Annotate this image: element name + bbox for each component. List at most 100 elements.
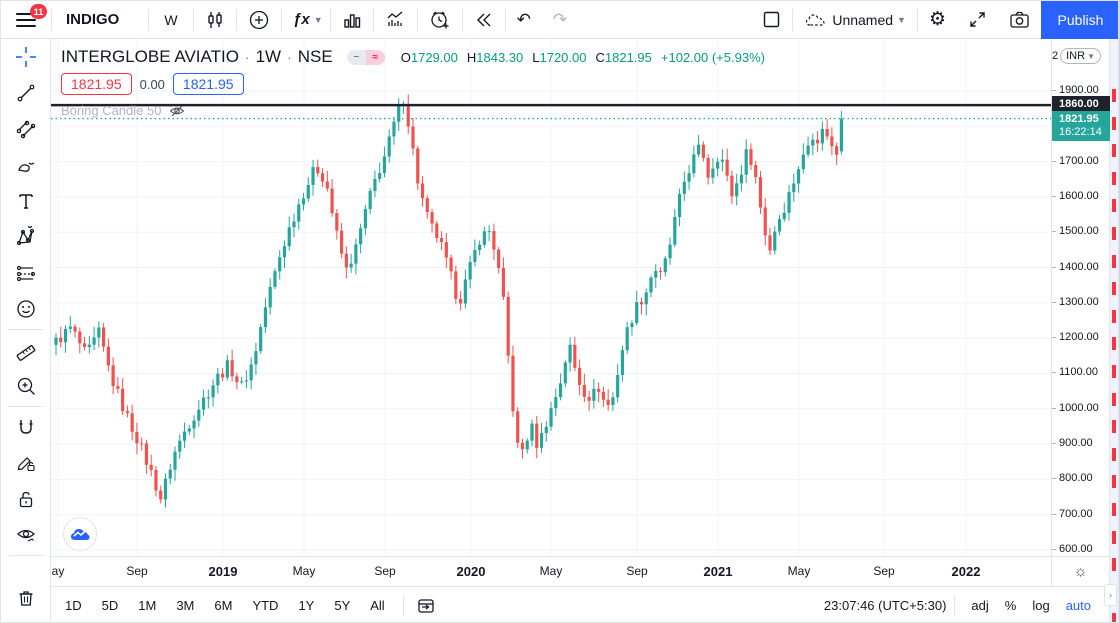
- trend-line-tool[interactable]: [7, 75, 45, 111]
- indicators-chevron[interactable]: ▼: [313, 14, 323, 25]
- indicators-button[interactable]: ƒx: [293, 11, 310, 28]
- zoom-in-tool[interactable]: [7, 368, 45, 404]
- layout-chevron-icon: ▼: [897, 14, 906, 25]
- hide-all-tool[interactable]: [7, 517, 45, 553]
- tradingview-logo-button[interactable]: [63, 517, 97, 551]
- camera-icon: [1010, 11, 1029, 28]
- high-value: 1843.30: [476, 49, 524, 65]
- candles-icon: [208, 11, 222, 28]
- eye-off-icon[interactable]: [169, 104, 185, 118]
- range-button-all[interactable]: All: [370, 598, 385, 613]
- prediction-tool[interactable]: [7, 255, 45, 291]
- interval-button[interactable]: W: [164, 11, 178, 28]
- expand-panel-button[interactable]: ›: [1104, 584, 1117, 606]
- redo-button[interactable]: ↷: [552, 9, 568, 29]
- remove-all-tool[interactable]: [7, 580, 45, 616]
- time-tick: 2021: [703, 564, 733, 579]
- chart-properties-button[interactable]: ⚙: [928, 9, 946, 30]
- level-price-label: 1860.00: [1052, 96, 1110, 113]
- drawing-toolbar: [1, 39, 51, 622]
- alert-button[interactable]: [418, 1, 462, 38]
- percent-scale-toggle[interactable]: %: [1004, 598, 1017, 613]
- magnet-tool[interactable]: [7, 409, 45, 445]
- legend-separator: ·: [287, 49, 292, 65]
- time-tick: 2019: [208, 564, 238, 579]
- adjust-data-toggle[interactable]: adj: [971, 598, 989, 613]
- divider: [954, 595, 956, 616]
- change-value: +102.00 (+5.93%): [660, 49, 765, 65]
- axis-settings-button[interactable]: ☼: [1051, 556, 1109, 586]
- range-button-1y[interactable]: 1Y: [298, 598, 315, 613]
- range-button-3m[interactable]: 3M: [176, 598, 195, 613]
- alarm-clock-plus-icon: [430, 10, 449, 28]
- divider: [792, 8, 794, 31]
- layout-name: Unnamed: [832, 11, 894, 28]
- symbol-search-button[interactable]: INDIGO: [66, 11, 120, 28]
- bar-countdown: 16:22:14: [1059, 125, 1102, 138]
- legend-exchange[interactable]: NSE: [297, 47, 333, 66]
- log-scale-toggle[interactable]: log: [1032, 598, 1050, 613]
- limit-price-box[interactable]: 1821.95: [172, 73, 244, 95]
- watchlist-flash-dash: [1112, 337, 1116, 351]
- price-tick: 1600.00: [1052, 190, 1099, 202]
- price-axis-top: 2 INR ▼: [1052, 48, 1101, 64]
- fullscreen-button[interactable]: [957, 1, 998, 38]
- indicator-name[interactable]: Boring Candle 50: [61, 103, 162, 118]
- pattern-tool[interactable]: [7, 219, 45, 255]
- bar-replay-button[interactable]: [463, 1, 505, 38]
- save-layout-button[interactable]: Unnamed ▼: [793, 1, 917, 38]
- legend-interval[interactable]: 1W: [255, 47, 282, 66]
- watchlist-flash-dash: [1112, 144, 1116, 158]
- magnet-icon: [19, 420, 32, 434]
- gann-fib-icon: [16, 120, 35, 139]
- main-menu-button[interactable]: 11: [1, 1, 51, 38]
- measure-tool[interactable]: [7, 332, 45, 368]
- chart-style-button[interactable]: [194, 1, 236, 38]
- time-tick: Sep: [873, 564, 895, 578]
- clock-label[interactable]: 23:07:46 (UTC+5:30): [823, 598, 947, 613]
- range-button-ytd[interactable]: YTD: [252, 598, 279, 613]
- time-tick: May: [787, 564, 811, 578]
- collapsed-watchlist-strip[interactable]: ›: [1104, 39, 1118, 622]
- range-button-6m[interactable]: 6M: [214, 598, 233, 613]
- alert-price-box[interactable]: 1821.95: [61, 73, 132, 95]
- legend-symbol-title[interactable]: INTERGLOBE AVIATIO: [61, 47, 239, 66]
- range-button-5y[interactable]: 5Y: [334, 598, 351, 613]
- candlestick-chart[interactable]: [51, 39, 1051, 556]
- layout-select-button[interactable]: [751, 1, 792, 38]
- brush-tool[interactable]: [7, 147, 45, 183]
- auto-scale-toggle[interactable]: auto: [1065, 598, 1091, 613]
- go-to-date-button[interactable]: [412, 596, 440, 616]
- time-axis[interactable]: ay Sep 2019 May Sep 2020 May Sep 2021 May Sep 2022: [51, 556, 1051, 586]
- range-button-5d[interactable]: 5D: [101, 598, 119, 613]
- lock-icon: [19, 491, 32, 508]
- divider: [236, 8, 237, 31]
- price-axis[interactable]: 2 INR ▼ 1860.00 1821.95 16:22:14 1900.00…: [1051, 39, 1110, 556]
- financials-button[interactable]: [331, 1, 373, 38]
- emoji-tool[interactable]: [7, 291, 45, 327]
- undo-button[interactable]: ↶: [516, 9, 531, 29]
- indicator-templates-button[interactable]: [374, 1, 417, 38]
- watchlist-flash-dash: [1112, 420, 1116, 434]
- fib-tools[interactable]: [7, 111, 45, 147]
- high-key: H: [466, 49, 477, 65]
- range-button-1d[interactable]: 1D: [65, 598, 82, 613]
- market-status-pill[interactable]: − ≈: [346, 49, 385, 65]
- publish-button[interactable]: Publish: [1041, 1, 1118, 39]
- crosshair-tool[interactable]: [7, 39, 45, 75]
- watchlist-flash-dash: [1112, 89, 1116, 102]
- date-range-group: 1D 5D 1M 3M 6M YTD 1Y 5Y All: [55, 594, 395, 617]
- range-button-1m[interactable]: 1M: [138, 598, 157, 613]
- open-value: 1729.00: [410, 49, 458, 65]
- text-tool[interactable]: [7, 183, 45, 219]
- chart-pane[interactable]: INTERGLOBE AVIATIO · 1W · NSE − ≈ O1729.…: [51, 39, 1051, 556]
- watchlist-flash-dash: [1112, 365, 1116, 378]
- snapshot-button[interactable]: [998, 1, 1041, 38]
- currency-button[interactable]: INR ▼: [1060, 48, 1101, 64]
- time-tick: Sep: [374, 564, 396, 578]
- compare-button[interactable]: [237, 1, 281, 38]
- lock-all-tool[interactable]: [7, 481, 45, 517]
- divider: [193, 8, 194, 31]
- drawing-mode-tool[interactable]: [7, 445, 45, 481]
- chart-legend: INTERGLOBE AVIATIO · 1W · NSE − ≈ O1729.…: [61, 47, 765, 67]
